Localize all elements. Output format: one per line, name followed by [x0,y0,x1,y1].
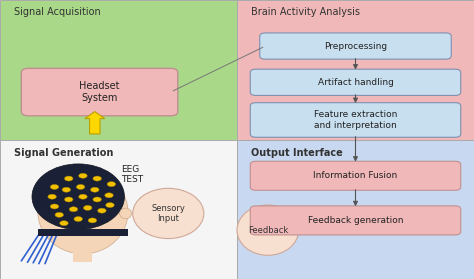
Text: Sensory
Input: Sensory Input [151,204,185,223]
Text: Information Fusion: Information Fusion [313,171,398,180]
FancyBboxPatch shape [73,240,92,262]
Text: Feedback generation: Feedback generation [308,216,403,225]
Bar [237,0,474,140]
FancyBboxPatch shape [38,229,128,236]
Bar [0,0,237,140]
Text: Feature extraction
and interpretation: Feature extraction and interpretation [314,110,397,130]
Circle shape [88,218,97,223]
Text: Headset
System: Headset System [79,81,120,103]
Text: Artifact handling: Artifact handling [318,78,393,87]
Ellipse shape [133,188,204,239]
Circle shape [91,187,99,192]
Ellipse shape [38,170,128,254]
Circle shape [107,182,116,187]
Ellipse shape [119,208,131,219]
Circle shape [55,212,64,217]
Text: EEG
TEST: EEG TEST [121,165,143,184]
Circle shape [106,203,114,208]
Ellipse shape [32,164,124,229]
Text: Feedback: Feedback [248,226,288,235]
Circle shape [69,207,78,212]
FancyBboxPatch shape [250,206,461,235]
Bar [0,140,237,279]
FancyBboxPatch shape [21,68,178,116]
Ellipse shape [237,205,299,255]
Circle shape [93,176,101,181]
Circle shape [64,176,73,181]
Circle shape [98,208,106,213]
Circle shape [60,221,68,226]
FancyBboxPatch shape [250,69,461,95]
Text: Signal Generation: Signal Generation [14,148,114,158]
Circle shape [74,217,82,222]
Circle shape [64,197,73,202]
Circle shape [48,194,56,199]
Circle shape [50,204,59,209]
Bar [237,140,474,279]
FancyBboxPatch shape [260,33,451,59]
Circle shape [76,184,85,189]
FancyBboxPatch shape [250,161,461,190]
Circle shape [79,194,87,199]
Text: Signal Acquisition: Signal Acquisition [14,7,101,17]
Circle shape [50,184,59,189]
Text: Preprocessing: Preprocessing [324,42,387,50]
Text: Brain Activity Analysis: Brain Activity Analysis [251,7,360,17]
Text: Output Interface: Output Interface [251,148,343,158]
Circle shape [93,197,101,202]
FancyArrow shape [85,112,105,134]
Circle shape [83,205,92,210]
Circle shape [79,173,87,178]
FancyBboxPatch shape [250,103,461,137]
Circle shape [62,187,71,192]
Circle shape [105,193,113,198]
